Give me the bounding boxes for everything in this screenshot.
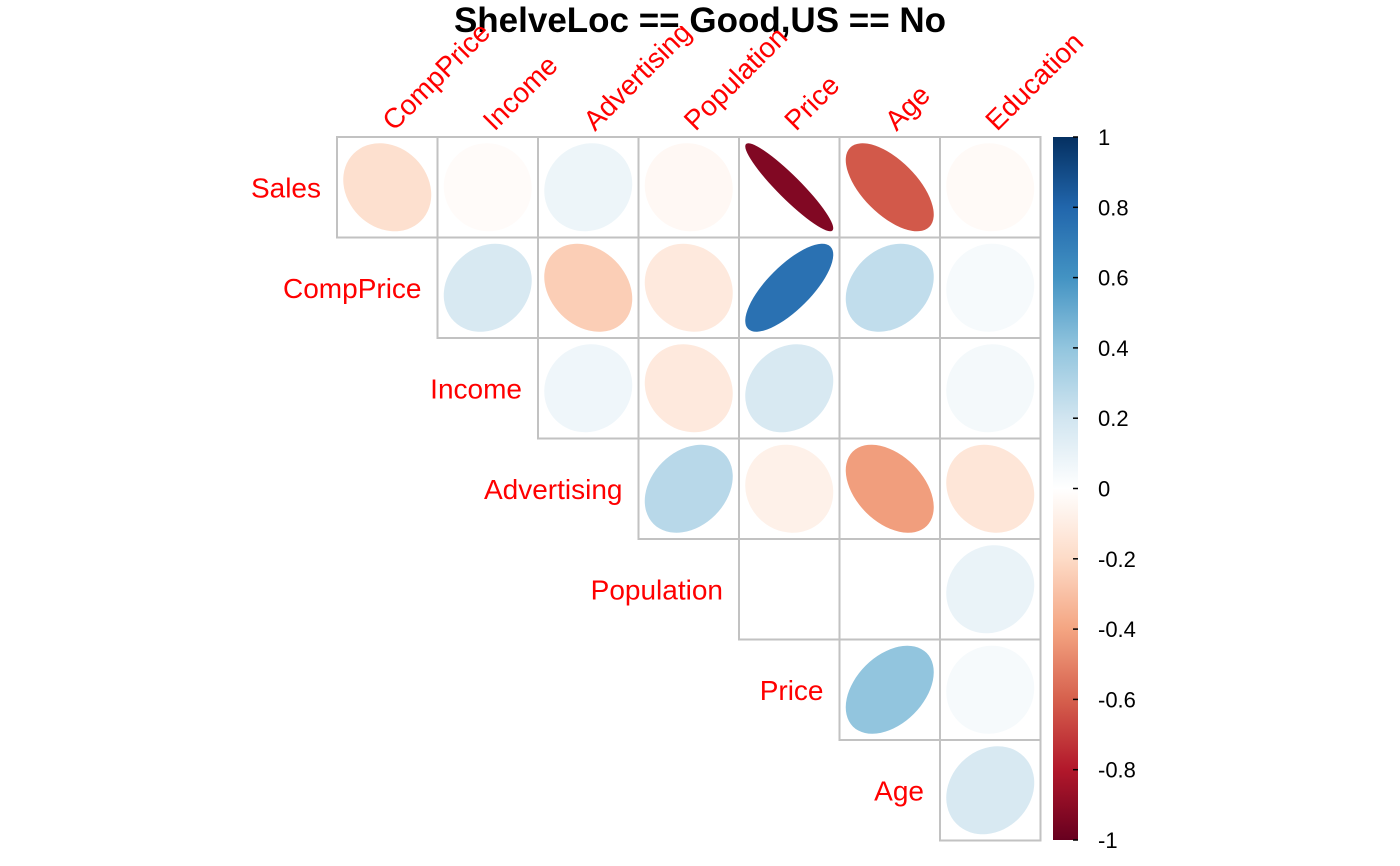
correlation-ellipse: [745, 444, 834, 533]
colorbar-tick-label: 0.2: [1098, 406, 1129, 431]
correlation-ellipse: [946, 344, 1035, 433]
row-label: Price: [760, 675, 824, 706]
correlation-ellipse: [745, 344, 834, 433]
colorbar-tick-label: 0.6: [1098, 266, 1129, 291]
chart-title: ShelveLoc == Good,US == No: [453, 1, 947, 40]
correlation-ellipse: [544, 344, 633, 433]
colorbar-tick-label: 0.4: [1098, 336, 1129, 361]
cell-grid: [336, 136, 1042, 842]
correlation-ellipse: [644, 143, 733, 232]
correlation-ellipse: [745, 143, 834, 232]
correlation-ellipse: [845, 344, 934, 433]
colorbar-tick-label: -0.4: [1098, 617, 1136, 642]
correlation-ellipse: [845, 645, 934, 734]
row-label: Age: [874, 775, 924, 806]
correlation-ellipse: [845, 143, 934, 232]
correlation-ellipse: [946, 444, 1035, 533]
correlation-ellipse: [845, 545, 934, 634]
row-label: Population: [591, 574, 723, 605]
correlation-ellipse: [845, 444, 934, 533]
colorbar-tick-label: 0: [1098, 477, 1110, 502]
colorbar-tick-label: 1: [1098, 125, 1110, 150]
colorbar-tick-label: -0.8: [1098, 758, 1136, 783]
correlation-ellipse: [644, 344, 733, 433]
correlation-ellipse: [946, 645, 1035, 734]
correlation-ellipse: [443, 243, 532, 332]
column-label: Education: [979, 26, 1089, 136]
correlation-ellipse: [946, 545, 1035, 634]
correlation-ellipse: [544, 243, 633, 332]
row-label: Sales: [251, 172, 321, 203]
colorbar-tick-label: 0.8: [1098, 195, 1129, 220]
correlation-ellipse: [644, 243, 733, 332]
correlation-ellipse: [946, 143, 1035, 232]
column-label: CompPrice: [376, 16, 496, 136]
correlation-ellipse: [544, 143, 633, 232]
colorbar-tick-label: -1: [1098, 828, 1118, 853]
correlation-ellipse: [343, 143, 432, 232]
correlation-ellipse: [745, 243, 834, 332]
colorbar-tick-label: -0.2: [1098, 547, 1136, 572]
correlation-ellipse: [946, 746, 1035, 835]
row-label: CompPrice: [283, 273, 421, 304]
correlation-ellipse: [443, 143, 532, 232]
column-label: Age: [879, 79, 936, 136]
column-label: Advertising: [577, 16, 697, 136]
row-label: Income: [430, 373, 522, 404]
row-label: Advertising: [484, 474, 623, 505]
column-label: Price: [778, 69, 845, 136]
column-label: Income: [477, 49, 564, 136]
correlation-ellipse: [644, 444, 733, 533]
correlation-ellipse: [745, 545, 834, 634]
correlation-ellipse: [845, 243, 934, 332]
correlation-ellipse: [946, 243, 1035, 332]
colorbar-tick-label: -0.6: [1098, 687, 1136, 712]
